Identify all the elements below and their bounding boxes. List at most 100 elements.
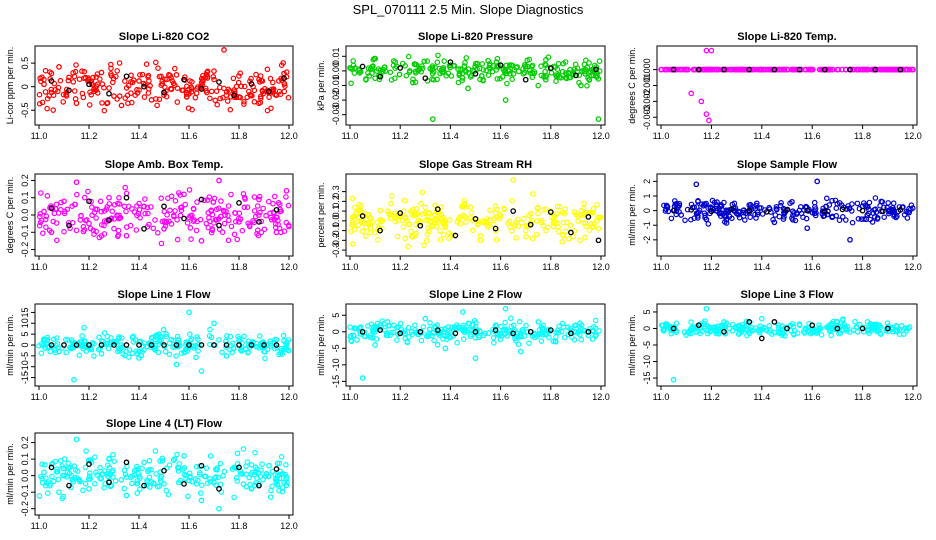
data-point (826, 322, 832, 329)
y-tick-label: 0.000 (642, 58, 652, 81)
data-point (246, 88, 252, 95)
data-point (473, 320, 479, 326)
data-point (703, 47, 710, 54)
data-point (57, 77, 64, 84)
data-point (272, 476, 279, 483)
data-point (197, 490, 204, 496)
data-point (273, 92, 280, 99)
data-point (859, 325, 866, 332)
data-point (504, 80, 510, 87)
x-tick-label: 12.0 (904, 262, 922, 272)
data-point (36, 493, 43, 499)
data-point (583, 223, 589, 230)
x-tick-label: 11.6 (181, 392, 198, 402)
data-point (708, 47, 715, 54)
data-point (409, 331, 415, 338)
y-tick-label: 5 (642, 309, 652, 314)
data-point (157, 458, 163, 464)
y-tick-label: 0.00 (331, 62, 341, 80)
x-tick-label: 11.6 (492, 392, 509, 402)
data-point (76, 476, 82, 483)
data-point (66, 482, 72, 489)
data-point (262, 473, 269, 480)
data-point (695, 213, 701, 219)
data-point (256, 333, 263, 339)
data-point (134, 212, 140, 219)
data-point (101, 231, 108, 237)
data-point (877, 330, 884, 336)
data-point (139, 71, 146, 78)
y-tick-label: -0.03 (331, 104, 341, 125)
data-point (129, 79, 136, 86)
data-point (55, 476, 62, 483)
panel-title: Slope Line 4 (LT) Flow (106, 418, 222, 430)
data-point (434, 206, 441, 213)
data-point (884, 325, 891, 332)
data-point (388, 200, 394, 207)
data-point (554, 66, 561, 73)
data-point (804, 225, 811, 232)
y-tick-label: -0.002 (642, 89, 652, 115)
data-point (435, 52, 441, 59)
data-point (170, 337, 177, 344)
data-point (872, 66, 879, 73)
data-point (417, 222, 424, 229)
data-point (683, 332, 690, 338)
data-point (866, 199, 873, 206)
x-tick-label: 11.2 (703, 262, 720, 272)
data-point (901, 212, 908, 218)
data-point (269, 468, 276, 475)
data-point (812, 212, 819, 219)
data-point (281, 228, 288, 235)
data-point (821, 208, 828, 215)
data-point (497, 62, 504, 68)
x-tick-label: 11.8 (231, 392, 248, 402)
data-point (50, 218, 57, 225)
data-point (728, 66, 735, 73)
data-point (513, 235, 519, 241)
data-point (166, 462, 173, 468)
data-point (840, 316, 846, 322)
data-point (106, 85, 112, 91)
data-point (461, 197, 467, 204)
data-point (695, 198, 701, 205)
x-tick-label: 11.4 (753, 262, 770, 272)
x-tick-label: 11.6 (492, 262, 509, 272)
data-point (763, 327, 770, 334)
y-tick-label: 5 (331, 313, 341, 318)
data-point (377, 227, 383, 234)
data-point (190, 205, 197, 212)
data-point (419, 189, 426, 196)
data-point (803, 66, 809, 73)
data-point (402, 63, 409, 69)
scatter-points (658, 47, 916, 124)
data-point (171, 456, 178, 462)
data-point (703, 111, 710, 117)
data-point (234, 450, 241, 457)
data-point (134, 90, 141, 96)
data-point (152, 346, 159, 352)
x-axis: 11.0 11.2 11.4 11.6 11.8 12.0 (31, 125, 298, 141)
data-point (440, 66, 446, 73)
data-point (698, 98, 705, 105)
data-point (214, 466, 220, 473)
data-point (168, 221, 175, 227)
data-point (746, 319, 753, 325)
data-point (485, 330, 492, 336)
data-point (405, 53, 412, 60)
panel-title: Slope Li-820 Temp. (737, 31, 836, 43)
x-tick-label: 11.8 (231, 262, 248, 272)
data-point (129, 206, 135, 212)
plot-frame (656, 173, 918, 257)
data-point (544, 65, 551, 71)
data-point (281, 479, 287, 486)
y-tick-label: -0.1 (331, 223, 341, 239)
x-tick-label: 11.8 (231, 521, 248, 531)
data-point (905, 325, 911, 332)
data-point (65, 77, 72, 84)
data-point (266, 88, 272, 95)
data-point (193, 463, 200, 470)
data-point (565, 236, 572, 242)
data-point (173, 361, 180, 368)
data-point (431, 337, 437, 344)
